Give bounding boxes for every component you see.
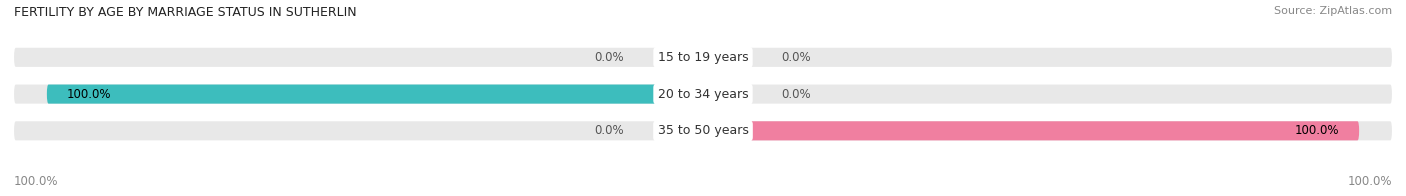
FancyBboxPatch shape <box>703 121 1360 140</box>
Text: Source: ZipAtlas.com: Source: ZipAtlas.com <box>1274 6 1392 16</box>
FancyBboxPatch shape <box>46 84 703 104</box>
FancyBboxPatch shape <box>14 121 1392 140</box>
FancyBboxPatch shape <box>14 48 1392 67</box>
Text: 100.0%: 100.0% <box>14 175 59 188</box>
Text: 100.0%: 100.0% <box>1295 124 1340 137</box>
FancyBboxPatch shape <box>14 84 1392 104</box>
Text: 0.0%: 0.0% <box>595 51 624 64</box>
Text: 100.0%: 100.0% <box>1347 175 1392 188</box>
Text: FERTILITY BY AGE BY MARRIAGE STATUS IN SUTHERLIN: FERTILITY BY AGE BY MARRIAGE STATUS IN S… <box>14 6 357 19</box>
Text: 0.0%: 0.0% <box>782 88 811 101</box>
Text: 0.0%: 0.0% <box>595 124 624 137</box>
Text: 35 to 50 years: 35 to 50 years <box>658 124 748 137</box>
Text: 15 to 19 years: 15 to 19 years <box>658 51 748 64</box>
Text: 100.0%: 100.0% <box>66 88 111 101</box>
Text: 0.0%: 0.0% <box>782 51 811 64</box>
Text: 20 to 34 years: 20 to 34 years <box>658 88 748 101</box>
